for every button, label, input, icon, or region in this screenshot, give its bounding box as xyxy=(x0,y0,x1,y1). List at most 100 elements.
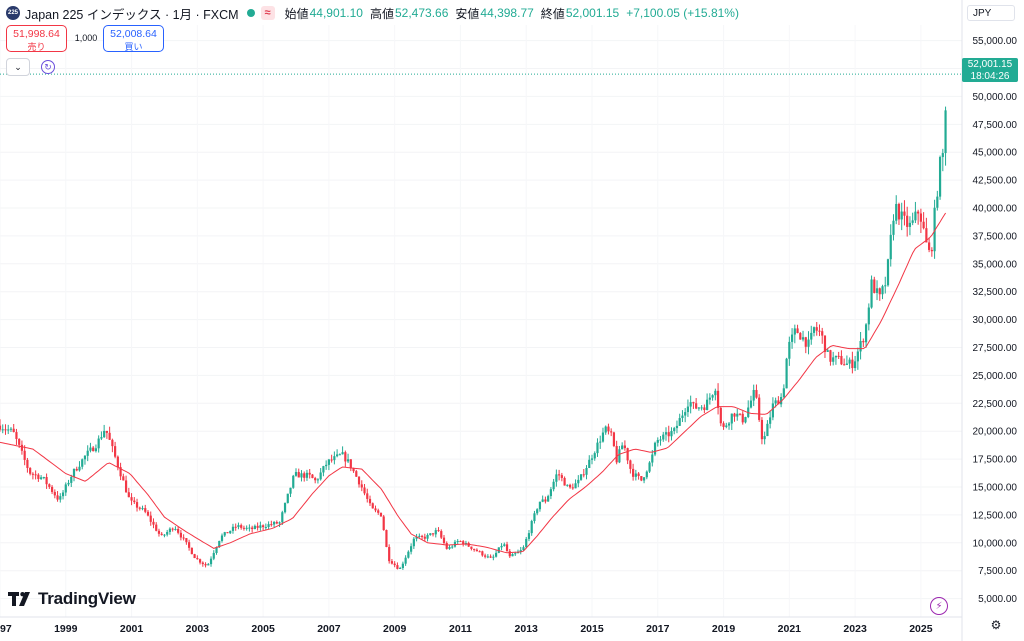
candle xyxy=(336,449,339,458)
candle-body xyxy=(859,340,862,352)
candle-body xyxy=(155,524,158,531)
y-tick-label: 40,000.00 xyxy=(973,204,1018,215)
candle xyxy=(686,399,690,417)
candle xyxy=(382,515,385,531)
candle xyxy=(72,468,76,482)
candle xyxy=(451,544,454,549)
last-price-label: 52,001.15 18:04:26 xyxy=(962,58,1018,82)
candle xyxy=(727,421,731,430)
currency-selector[interactable]: JPY xyxy=(967,5,1015,21)
candle xyxy=(333,451,336,465)
candle xyxy=(678,413,681,426)
candle-body xyxy=(122,476,125,481)
candle-body xyxy=(782,388,785,398)
candle xyxy=(697,406,700,411)
candle-body xyxy=(505,544,509,552)
wave-icon[interactable]: ≈ xyxy=(260,6,275,20)
candle-body xyxy=(281,512,284,523)
moving-average-line xyxy=(0,212,947,554)
candle-body xyxy=(130,497,133,501)
candle xyxy=(146,509,150,517)
candle-body xyxy=(821,331,824,336)
sync-icon[interactable]: ↻ xyxy=(41,60,55,74)
sell-price: 51,998.64 xyxy=(13,28,60,40)
x-tick-label: 2011 xyxy=(449,623,472,635)
y-tick-label: 50,000.00 xyxy=(973,92,1018,103)
candle-body xyxy=(673,428,676,432)
candle-body xyxy=(442,537,446,544)
candle xyxy=(341,446,344,455)
candle xyxy=(785,357,788,389)
candle xyxy=(859,331,862,360)
candle-body xyxy=(146,511,150,516)
candle-body xyxy=(283,502,287,513)
candle-body xyxy=(558,474,561,476)
sell-button[interactable]: 51,998.64 売り xyxy=(6,25,67,52)
candle-body xyxy=(185,538,188,543)
candle-body xyxy=(264,527,267,529)
candle-body xyxy=(456,541,459,543)
candle xyxy=(675,420,679,434)
candle xyxy=(475,548,478,552)
candle-body xyxy=(662,434,665,440)
candle xyxy=(856,347,859,370)
y-tick-label: 32,500.00 xyxy=(973,287,1018,298)
candle xyxy=(135,498,139,512)
candle-body xyxy=(475,549,478,552)
candle-body xyxy=(357,476,361,485)
tradingview-logo[interactable]: TradingView xyxy=(8,589,136,609)
candle xyxy=(481,550,484,557)
candle-body xyxy=(448,547,451,549)
candle xyxy=(171,527,174,532)
symbol-icon[interactable]: 225 xyxy=(6,6,20,20)
candle xyxy=(212,550,215,561)
spread-value: 1,000 xyxy=(74,33,98,43)
candle xyxy=(623,440,626,451)
candle xyxy=(420,534,424,540)
market-open-icon xyxy=(246,9,255,17)
candle xyxy=(656,437,659,447)
candle-body xyxy=(75,468,78,471)
candle-body xyxy=(141,508,144,510)
candle-body xyxy=(763,436,766,440)
candle-body xyxy=(445,543,448,549)
candle xyxy=(70,474,73,488)
candle-body xyxy=(319,472,322,480)
candle-body xyxy=(870,279,873,308)
candle-body xyxy=(157,530,161,534)
candle-body xyxy=(177,528,180,533)
candle-body xyxy=(484,555,487,557)
candle xyxy=(790,328,794,349)
candle xyxy=(155,522,158,532)
candle-body xyxy=(262,525,265,528)
candle-body xyxy=(70,476,73,483)
candle xyxy=(234,523,237,531)
candle xyxy=(412,537,415,550)
candle-body xyxy=(494,552,498,557)
lightning-icon[interactable]: ⚡ xyxy=(930,597,948,615)
gear-icon[interactable]: ⚙ xyxy=(990,618,1002,632)
candle xyxy=(207,563,210,566)
candle xyxy=(245,525,248,531)
candle xyxy=(938,155,942,200)
candle xyxy=(1,424,4,434)
candle-body xyxy=(815,327,818,331)
buy-button[interactable]: 52,008.64 買い xyxy=(103,25,164,52)
candle-body xyxy=(399,567,402,569)
candle-body xyxy=(544,499,547,502)
candle xyxy=(834,355,838,365)
candle-body xyxy=(423,536,426,539)
candle-body xyxy=(774,400,777,404)
symbol-title[interactable]: Japan 225 インデックス · 1月 · FXCM xyxy=(25,7,239,22)
collapse-legend-button[interactable]: ⌄ xyxy=(6,58,30,76)
candle-body xyxy=(867,307,870,325)
candle xyxy=(873,276,876,294)
bar-countdown: 18:04:26 xyxy=(970,70,1010,82)
candle-body xyxy=(632,468,635,477)
candle-body xyxy=(533,513,536,522)
candle xyxy=(163,534,166,538)
candle-body xyxy=(769,417,772,424)
candle-body xyxy=(799,333,802,340)
candle-body xyxy=(53,491,56,496)
